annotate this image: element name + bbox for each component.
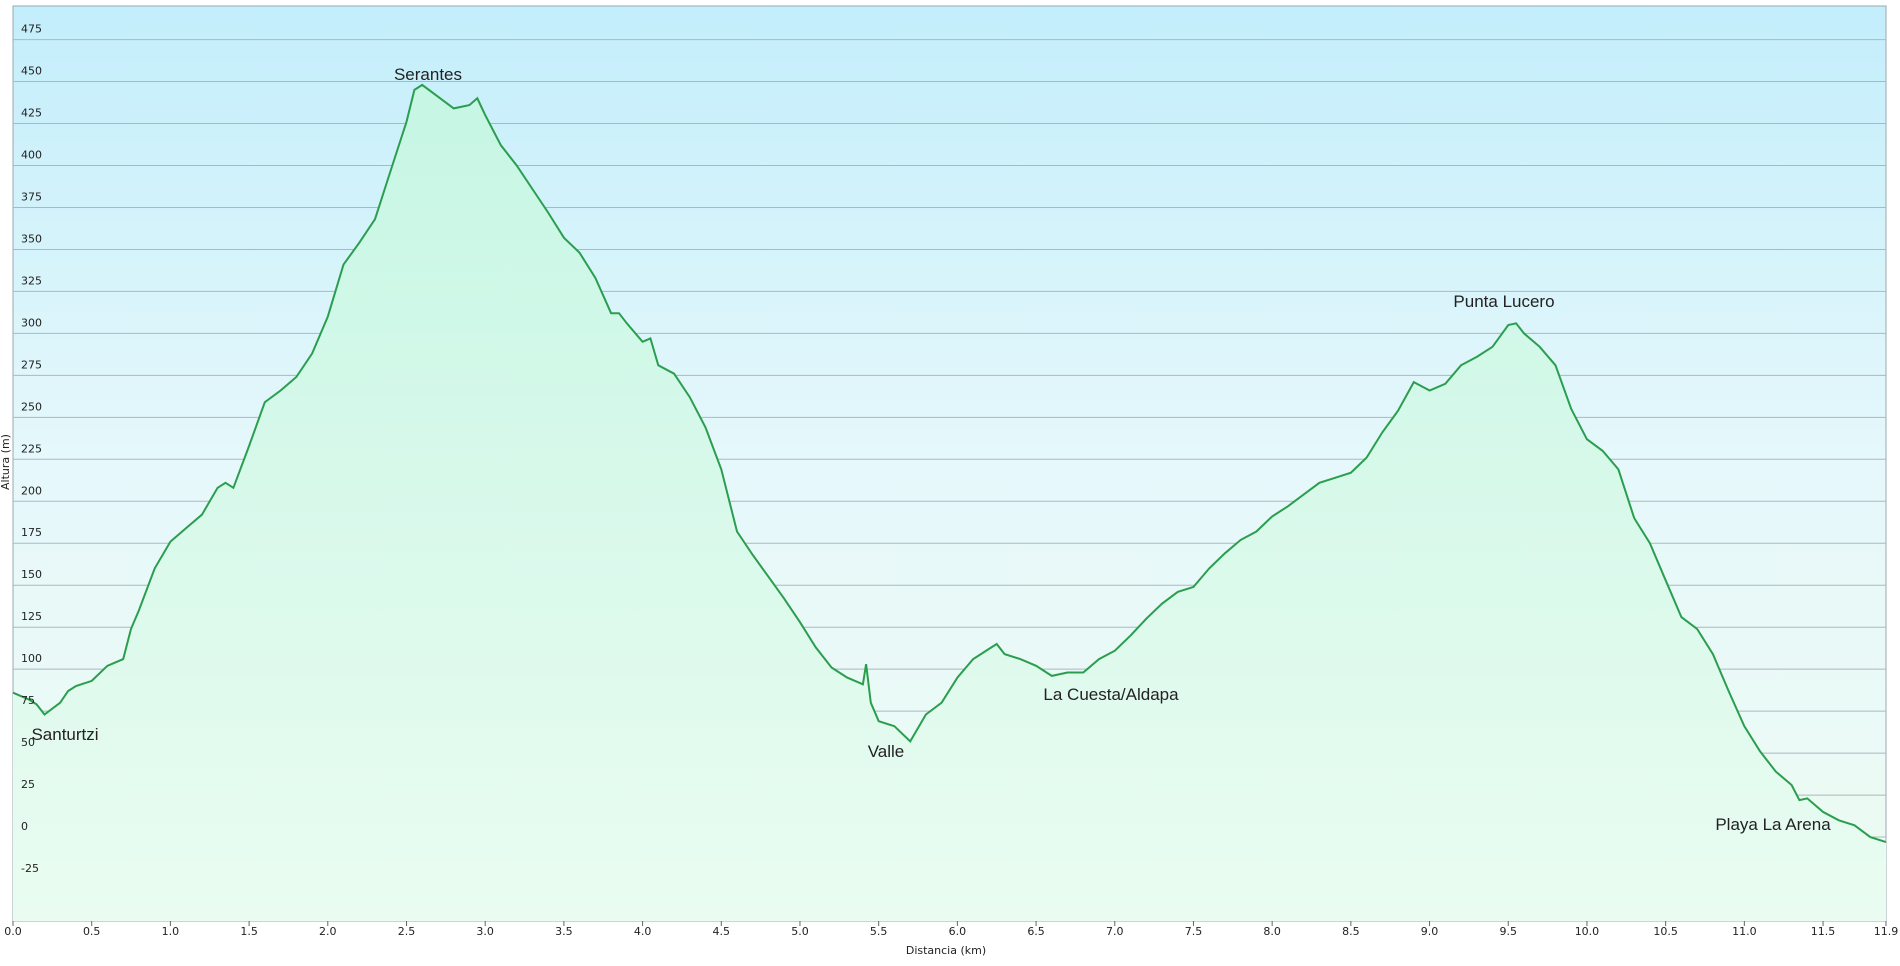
x-tick-label: 2.5 bbox=[398, 925, 416, 938]
x-tick-label: 8.0 bbox=[1263, 925, 1281, 938]
y-tick-label: 250 bbox=[21, 400, 42, 413]
x-tick-label: 6.5 bbox=[1027, 925, 1045, 938]
x-tick-label: 0.0 bbox=[4, 925, 22, 938]
y-tick-label: 425 bbox=[21, 107, 42, 120]
y-tick-label: 0 bbox=[21, 820, 28, 833]
x-tick-label: 4.5 bbox=[713, 925, 731, 938]
y-tick-label: 225 bbox=[21, 442, 42, 455]
marks bbox=[12, 83, 1887, 921]
x-tick-label: 9.5 bbox=[1500, 925, 1518, 938]
x-tick-label: 7.5 bbox=[1185, 925, 1203, 938]
x-tick-label: 11.9 bbox=[1874, 925, 1899, 938]
y-tick-label: 475 bbox=[21, 23, 42, 36]
y-tick-label: 75 bbox=[21, 694, 35, 707]
x-axis-label: Distancia (km) bbox=[906, 944, 986, 957]
y-tick-label: 450 bbox=[21, 65, 42, 78]
x-tick-label: 5.0 bbox=[791, 925, 809, 938]
x-tick-label: 5.5 bbox=[870, 925, 888, 938]
x-tick-label: 3.0 bbox=[476, 925, 494, 938]
x-tick-label: 3.5 bbox=[555, 925, 573, 938]
x-tick-label: 9.0 bbox=[1421, 925, 1439, 938]
y-tick-label: 175 bbox=[21, 526, 42, 539]
x-tick-label: 11.5 bbox=[1811, 925, 1836, 938]
annotation: Valle bbox=[868, 742, 905, 761]
x-tick-label: 2.0 bbox=[319, 925, 337, 938]
y-tick-label: 400 bbox=[21, 148, 42, 161]
x-tick-label: 8.5 bbox=[1342, 925, 1360, 938]
annotation: La Cuesta/Aldapa bbox=[1043, 685, 1179, 704]
y-tick-label: 200 bbox=[21, 484, 42, 497]
y-tick-label: 50 bbox=[21, 736, 35, 749]
x-tick-label: 10.0 bbox=[1575, 925, 1600, 938]
area bbox=[13, 84, 1886, 921]
y-tick-label: 125 bbox=[21, 610, 42, 623]
annotation: Santurtzi bbox=[31, 725, 98, 744]
x-tick-label: 11.0 bbox=[1732, 925, 1757, 938]
y-tick-label: 325 bbox=[21, 274, 42, 287]
labels: -25 0 25 50 75 100 125 150 175 200 225 250 275 300 325… bbox=[4, 23, 1898, 938]
x-tick-label: 7.0 bbox=[1106, 925, 1124, 938]
x-tick-label: 1.0 bbox=[162, 925, 180, 938]
y-tick-label: 375 bbox=[21, 190, 42, 203]
x-tick-label: 1.5 bbox=[240, 925, 258, 938]
y-tick-label: 100 bbox=[21, 652, 42, 665]
elevation-line bbox=[12, 83, 1887, 844]
x-tick-label: 0.5 bbox=[83, 925, 101, 938]
x-tick-label: 10.5 bbox=[1653, 925, 1678, 938]
x-tick-label: 6.0 bbox=[949, 925, 967, 938]
y-tick-label: -25 bbox=[21, 862, 39, 875]
y-axis-label: Altura (m) bbox=[0, 434, 12, 490]
y-tick-label: 150 bbox=[21, 568, 42, 581]
x-tick-label: 4.0 bbox=[634, 925, 652, 938]
annotation: Serantes bbox=[394, 65, 462, 84]
y-tick-label: 350 bbox=[21, 232, 42, 245]
y-tick-label: 25 bbox=[21, 778, 35, 791]
annotation: Playa La Arena bbox=[1715, 815, 1831, 834]
y-tick-label: 300 bbox=[21, 316, 42, 329]
y-tick-label: 275 bbox=[21, 358, 42, 371]
annotation: Punta Lucero bbox=[1453, 292, 1554, 311]
